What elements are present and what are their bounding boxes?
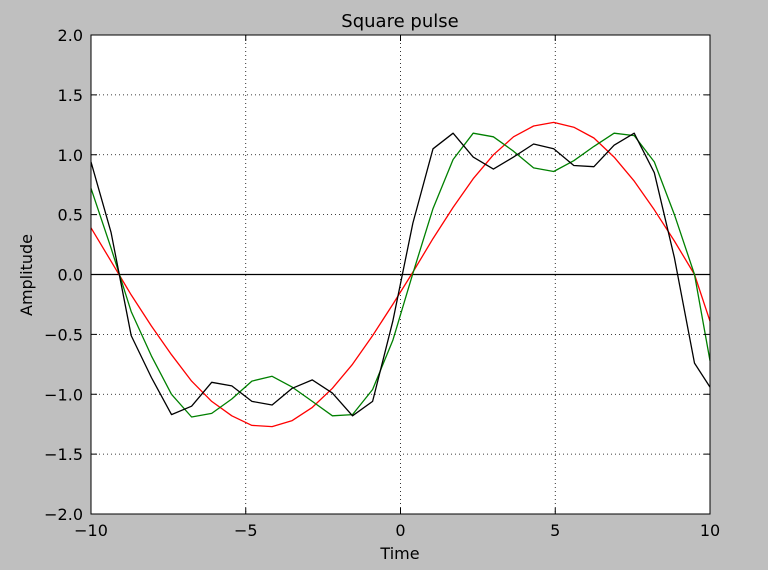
series-line-3	[90, 132, 711, 417]
x-tick-label: 5	[550, 521, 560, 540]
series-line-1	[90, 121, 711, 428]
y-tick-label: −1.5	[44, 445, 83, 464]
y-tick-label: −2.0	[44, 505, 83, 524]
x-tick-label: −5	[234, 521, 258, 540]
x-tick-labels: −10 −5 0 5 10	[74, 521, 720, 540]
x-axis-label: Time	[379, 544, 419, 563]
y-tick-label: −1.0	[44, 385, 83, 404]
y-axis-label: Amplitude	[17, 234, 36, 316]
chart-title: Square pulse	[341, 11, 458, 32]
y-tick-label: 0.0	[58, 266, 83, 285]
series-lines	[90, 121, 711, 428]
x-tick-label: −10	[74, 521, 108, 540]
y-tick-label: 1.5	[58, 86, 83, 105]
series-line-2	[90, 132, 711, 418]
y-tick-labels: 2.0 1.5 1.0 0.5 0.0 −0.5 −1.0 −1.5 −2.0	[44, 26, 83, 524]
x-tick-label: 0	[395, 521, 405, 540]
y-tick-label: 2.0	[58, 26, 83, 45]
axis-ticks	[90, 34, 711, 515]
y-tick-label: −0.5	[44, 325, 83, 344]
y-tick-label: 1.0	[58, 146, 83, 165]
y-tick-label: 0.5	[58, 206, 83, 225]
x-tick-label: 10	[700, 521, 720, 540]
